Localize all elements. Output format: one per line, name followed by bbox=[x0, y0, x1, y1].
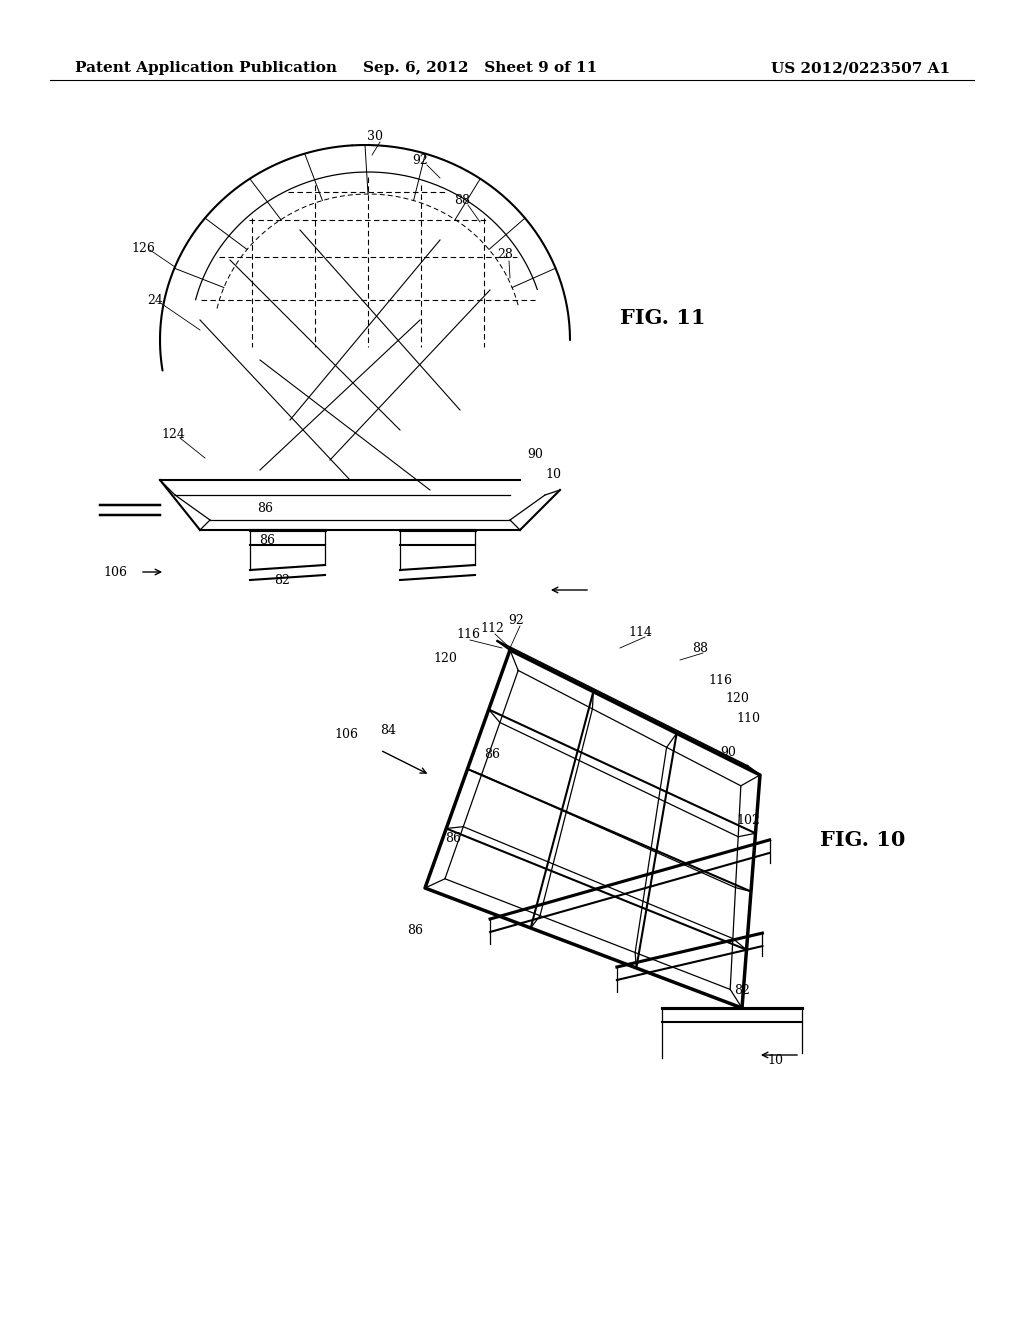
Text: 86: 86 bbox=[407, 924, 423, 936]
Text: 114: 114 bbox=[628, 626, 652, 639]
Text: 86: 86 bbox=[257, 502, 273, 515]
Text: 106: 106 bbox=[334, 729, 358, 742]
Text: US 2012/0223507 A1: US 2012/0223507 A1 bbox=[771, 61, 950, 75]
Text: 120: 120 bbox=[725, 692, 749, 705]
Text: 110: 110 bbox=[736, 711, 760, 725]
Text: 28: 28 bbox=[497, 248, 513, 261]
Text: 124: 124 bbox=[161, 429, 185, 441]
Text: 116: 116 bbox=[456, 628, 480, 642]
Text: 92: 92 bbox=[508, 614, 524, 627]
Text: 24: 24 bbox=[147, 293, 163, 306]
Text: FIG. 10: FIG. 10 bbox=[820, 830, 905, 850]
Text: 92: 92 bbox=[412, 153, 428, 166]
Text: 120: 120 bbox=[433, 652, 457, 664]
Text: 86: 86 bbox=[259, 533, 275, 546]
Text: 126: 126 bbox=[131, 242, 155, 255]
Text: 82: 82 bbox=[274, 573, 290, 586]
Text: 116: 116 bbox=[708, 673, 732, 686]
Text: Patent Application Publication: Patent Application Publication bbox=[75, 61, 337, 75]
Text: 112: 112 bbox=[480, 622, 504, 635]
Text: Sep. 6, 2012   Sheet 9 of 11: Sep. 6, 2012 Sheet 9 of 11 bbox=[362, 61, 597, 75]
Text: 86: 86 bbox=[445, 832, 461, 845]
Text: 106: 106 bbox=[103, 565, 127, 578]
Text: 86: 86 bbox=[484, 748, 500, 762]
Text: 102: 102 bbox=[736, 813, 760, 826]
Text: 88: 88 bbox=[454, 194, 470, 206]
Text: FIG. 11: FIG. 11 bbox=[620, 308, 706, 327]
Text: 10: 10 bbox=[767, 1053, 783, 1067]
Text: 90: 90 bbox=[527, 449, 543, 462]
Text: 30: 30 bbox=[367, 131, 383, 144]
Text: 90: 90 bbox=[720, 746, 736, 759]
Text: 82: 82 bbox=[734, 983, 750, 997]
Text: 84: 84 bbox=[380, 723, 396, 737]
Text: 10: 10 bbox=[545, 469, 561, 482]
Text: 88: 88 bbox=[692, 642, 708, 655]
